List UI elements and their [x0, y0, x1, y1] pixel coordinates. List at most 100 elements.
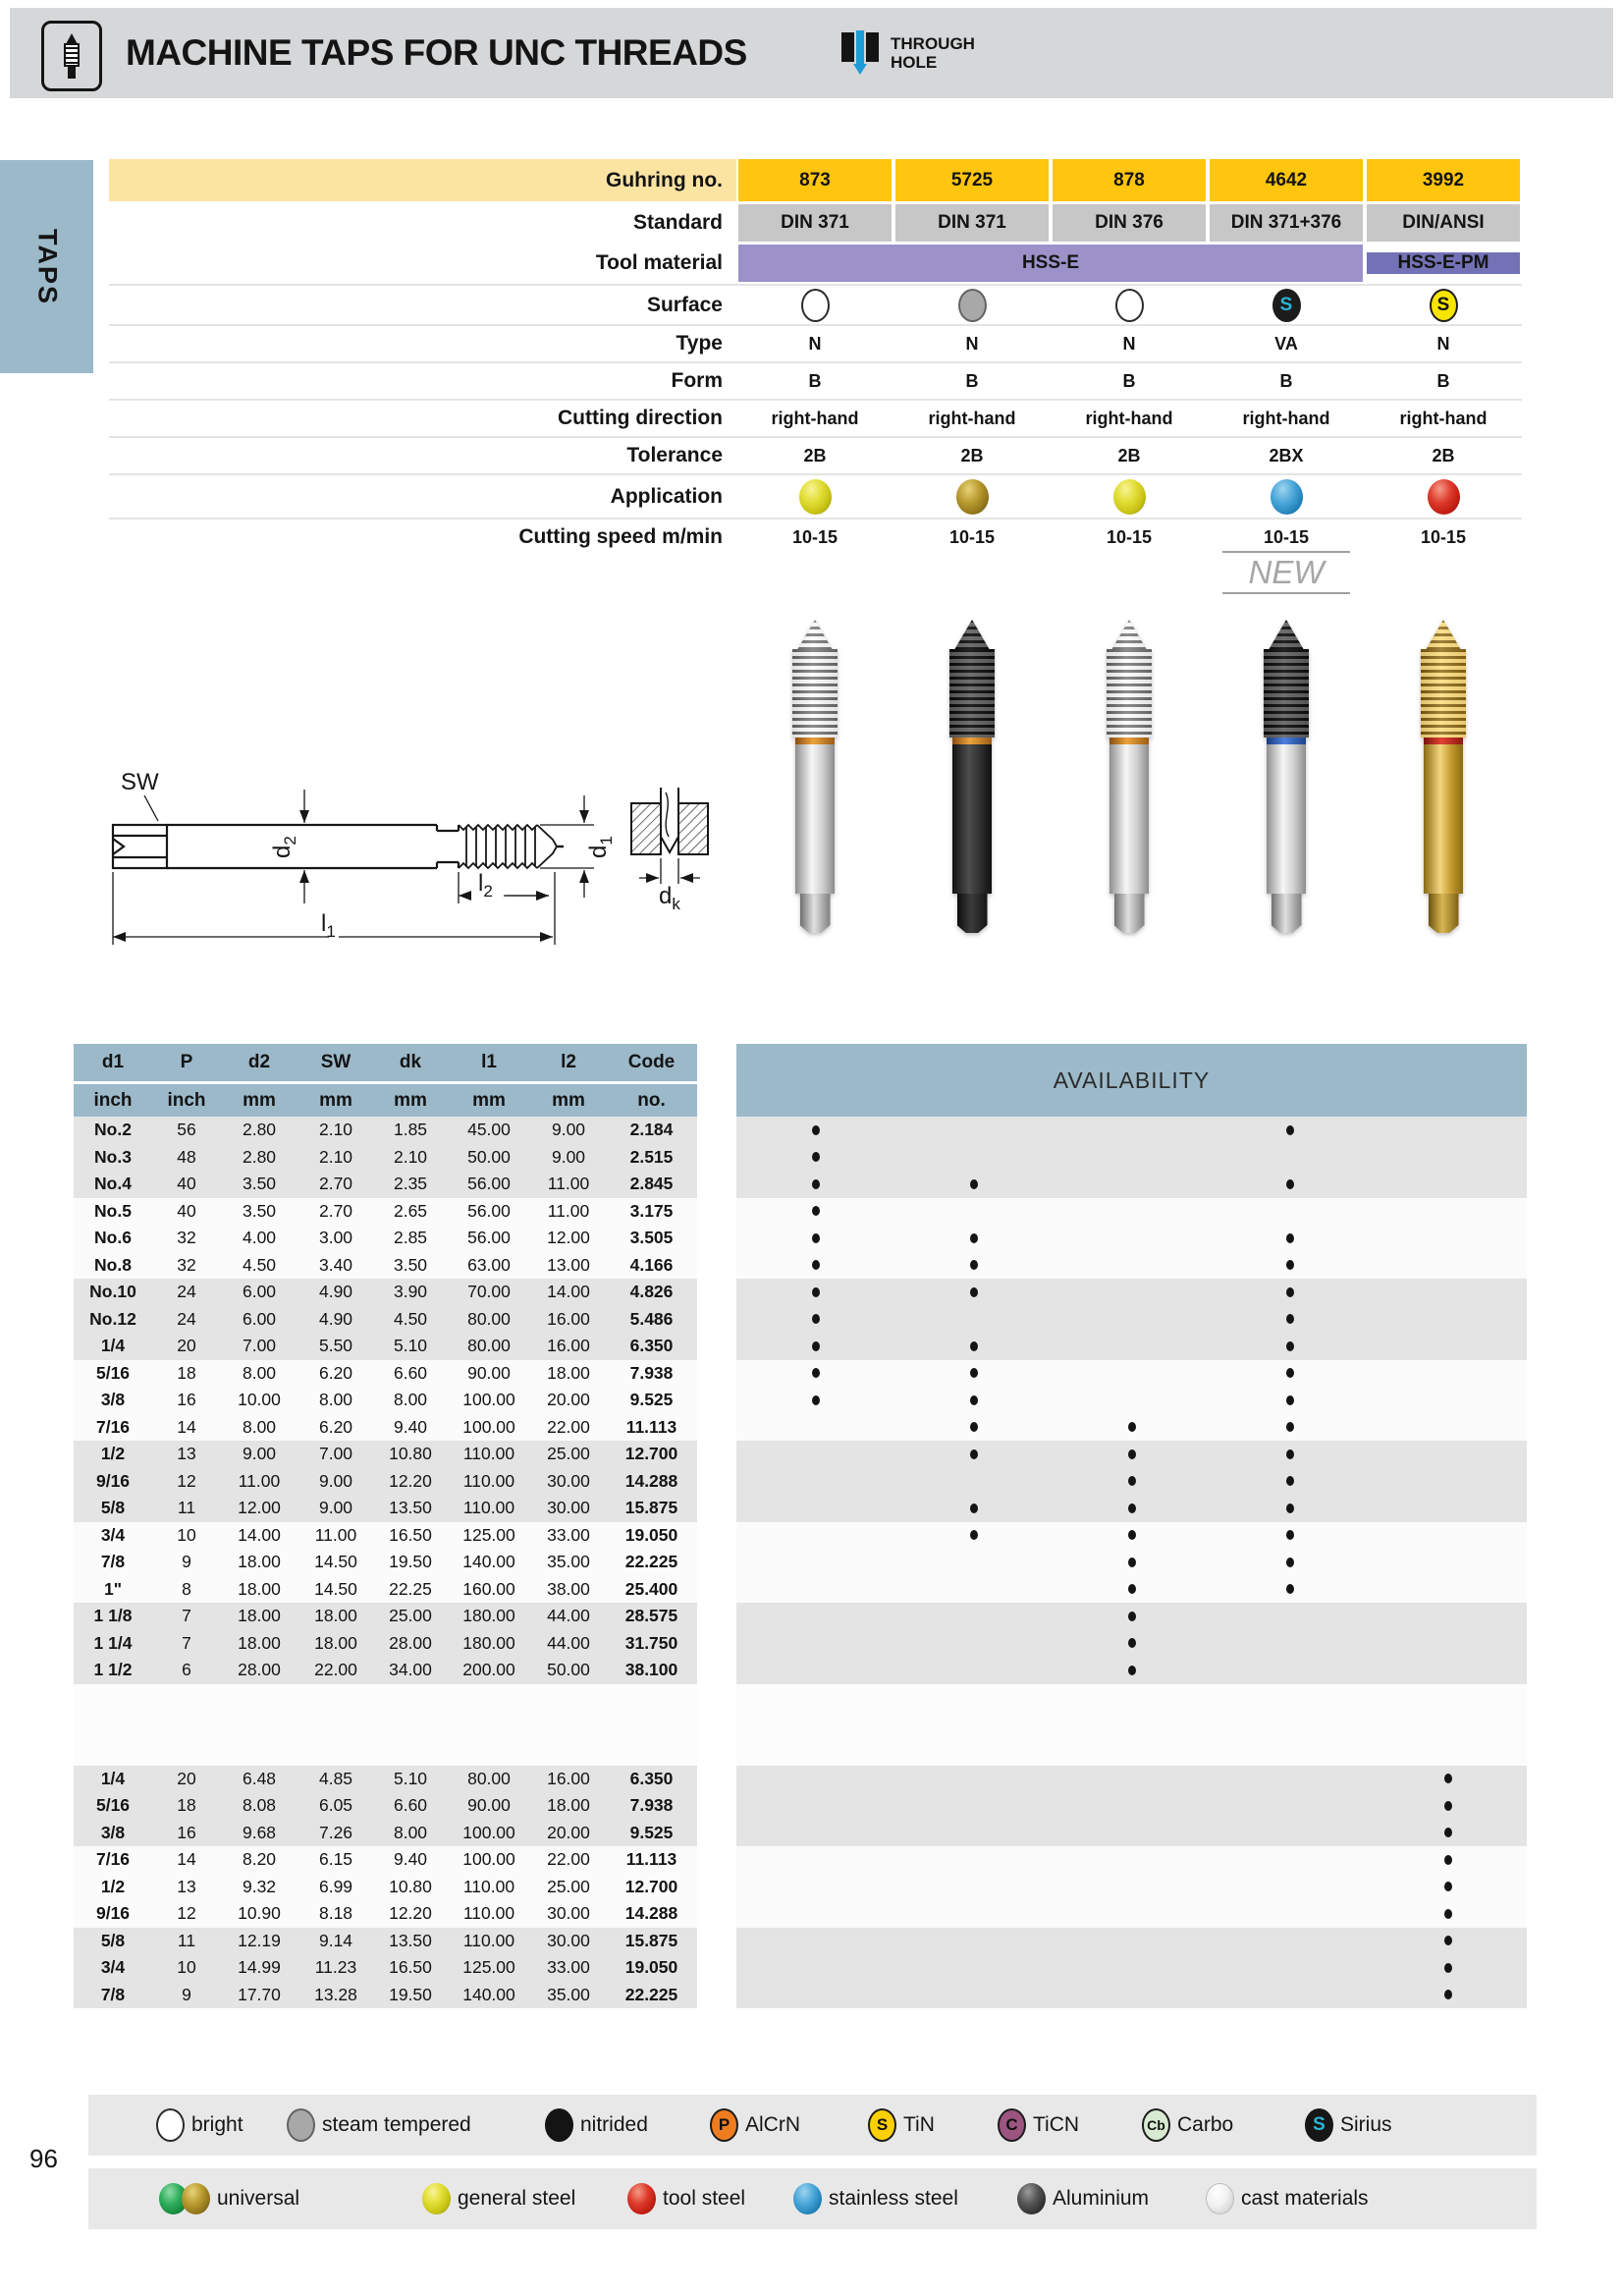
- hss-e-span: HSS-E: [736, 245, 1365, 282]
- steam-tempered-icon: [287, 2108, 315, 2142]
- availability-cell: [1211, 1306, 1369, 1334]
- table-cell: 28.575: [624, 1606, 678, 1626]
- availability-cell: [1211, 1117, 1369, 1144]
- spec-cell: [893, 475, 1051, 518]
- availability-cell: [894, 1117, 1053, 1144]
- availability-cell: [1369, 1900, 1527, 1928]
- table-cell: 13.50: [389, 1498, 432, 1518]
- spec-row-tolerance: Tolerance 2B 2B 2B 2BX 2B: [109, 436, 1522, 473]
- table-row: 5/8 11 12.00 9.00 13.50 110.00 30.00 15.875: [74, 1495, 697, 1522]
- table-cell: 16: [177, 1390, 196, 1410]
- svg-text:l2: l2: [478, 870, 493, 901]
- availability-cell: [894, 1954, 1053, 1982]
- spec-value: 2B: [960, 445, 984, 465]
- availability-row: [736, 1900, 1527, 1928]
- table-cell: No.6: [94, 1228, 132, 1248]
- table-cell: 20.00: [547, 1822, 590, 1842]
- availability-cell: [1211, 1522, 1369, 1550]
- tap-square-end: [1113, 894, 1145, 933]
- availability-cell: [1053, 1766, 1211, 1793]
- availability-cell: [894, 1333, 1053, 1360]
- table-cell: 19.050: [624, 1524, 678, 1545]
- tap-ring: [952, 738, 992, 744]
- table-row: No.6 32 4.00 3.00 2.85 56.00 12.00 3.505: [74, 1225, 697, 1252]
- availability-dot: [811, 1314, 820, 1325]
- availability-cell: [1211, 1198, 1369, 1226]
- table-cell: 5/16: [95, 1795, 131, 1816]
- availability-dot: [1127, 1449, 1136, 1459]
- column-unit: mm: [472, 1089, 506, 1111]
- cutting-speed-cell: 10-15: [736, 519, 893, 555]
- table-cell: 14.00: [238, 1524, 281, 1545]
- table-cell: 7.26: [318, 1822, 353, 1842]
- availability-cell: [1369, 1198, 1527, 1226]
- availability-cell: [1053, 1874, 1211, 1901]
- table-cell: 200.00: [462, 1660, 515, 1680]
- table-row: No.3 48 2.80 2.10 2.10 50.00 9.00 2.515: [74, 1143, 697, 1171]
- availability-cell: [1211, 1900, 1369, 1928]
- availability-cell: [1369, 1522, 1527, 1550]
- availability-row: [736, 1954, 1527, 1982]
- legend-stainless-steel: stainless steel: [793, 2168, 958, 2229]
- cutting-speed-cell: 10-15: [893, 519, 1051, 555]
- spec-row-tool-material: Tool material HSS-E HSS-E-PM: [109, 245, 1522, 282]
- availability-dot: [1285, 1232, 1294, 1243]
- availability-cell: [736, 1117, 894, 1144]
- table-cell: 16.00: [547, 1336, 590, 1356]
- table-body: No.2 56 2.80 2.10 1.85 45.00 9.00 2.184 No.3 48 2.…: [74, 1117, 697, 2008]
- availability-cell: [894, 1874, 1053, 1901]
- availability-row: [736, 1792, 1527, 1820]
- availability-cell: [1053, 1603, 1211, 1630]
- availability-cell: [894, 1252, 1053, 1280]
- legend-carbo: Cb Carbo: [1142, 2095, 1233, 2156]
- availability-dot: [1285, 1368, 1294, 1379]
- tap-shank: [1109, 744, 1149, 894]
- availability-cell: [894, 1225, 1053, 1252]
- tap-photo-5725: [949, 620, 995, 933]
- table-cell: 3/4: [100, 1524, 126, 1545]
- availability-dot: [811, 1152, 820, 1163]
- table-cell: 125.00: [462, 1524, 515, 1545]
- availability-cell: [736, 1495, 894, 1522]
- table-cell: 18.00: [314, 1606, 357, 1626]
- spec-label: Guhring no.: [109, 159, 736, 201]
- table-cell: 6.60: [393, 1795, 428, 1816]
- tin-surface-icon: S: [1429, 288, 1458, 322]
- table-cell: 3/4: [100, 1957, 126, 1978]
- table-cell: 10: [177, 1524, 196, 1545]
- svg-text:dk: dk: [659, 883, 680, 913]
- table-cell: 18.00: [238, 1578, 281, 1599]
- table-cell: 4.00: [242, 1228, 277, 1248]
- table-cell: 110.00: [462, 1876, 515, 1896]
- table-cell: 14.00: [547, 1282, 590, 1302]
- tap-ring: [1109, 738, 1149, 744]
- availability-cell: [736, 1792, 894, 1820]
- table-cell: 56.00: [467, 1200, 511, 1221]
- table-cell: 7/16: [95, 1416, 131, 1437]
- availability-cell: [1211, 1495, 1369, 1522]
- spec-label: Type: [676, 332, 723, 355]
- legend-label: Carbo: [1177, 2113, 1234, 2136]
- spec-row-form: Form B B B B B: [109, 361, 1522, 399]
- table-cell: 6.99: [318, 1876, 353, 1896]
- table-cell: 19.050: [624, 1957, 678, 1978]
- availability-cell: [1053, 1414, 1211, 1442]
- table-cell: 100.00: [462, 1849, 515, 1870]
- availability-cell: [894, 1928, 1053, 1955]
- table-cell: 12.00: [238, 1498, 281, 1518]
- availability-cell: [1053, 1576, 1211, 1604]
- legend-tool-steel: tool steel: [627, 2168, 745, 2229]
- tap-tip: [797, 620, 833, 649]
- availability-cell: [894, 1657, 1053, 1684]
- availability-cell: [1369, 1982, 1527, 2009]
- cast-materials-icon: [1206, 2183, 1234, 2214]
- table-cell: 70.00: [467, 1282, 511, 1302]
- legend-alcrn: P AlCrN: [710, 2095, 800, 2156]
- table-cell: 30.00: [547, 1930, 590, 1950]
- table-cell: 6.48: [242, 1768, 277, 1788]
- availability-cell: [1369, 1441, 1527, 1468]
- availability-cell: [1211, 1792, 1369, 1820]
- tolerance-cell: 2BX: [1208, 438, 1365, 473]
- spec-row-application: Application: [109, 473, 1522, 518]
- availability-cell: [1211, 1279, 1369, 1306]
